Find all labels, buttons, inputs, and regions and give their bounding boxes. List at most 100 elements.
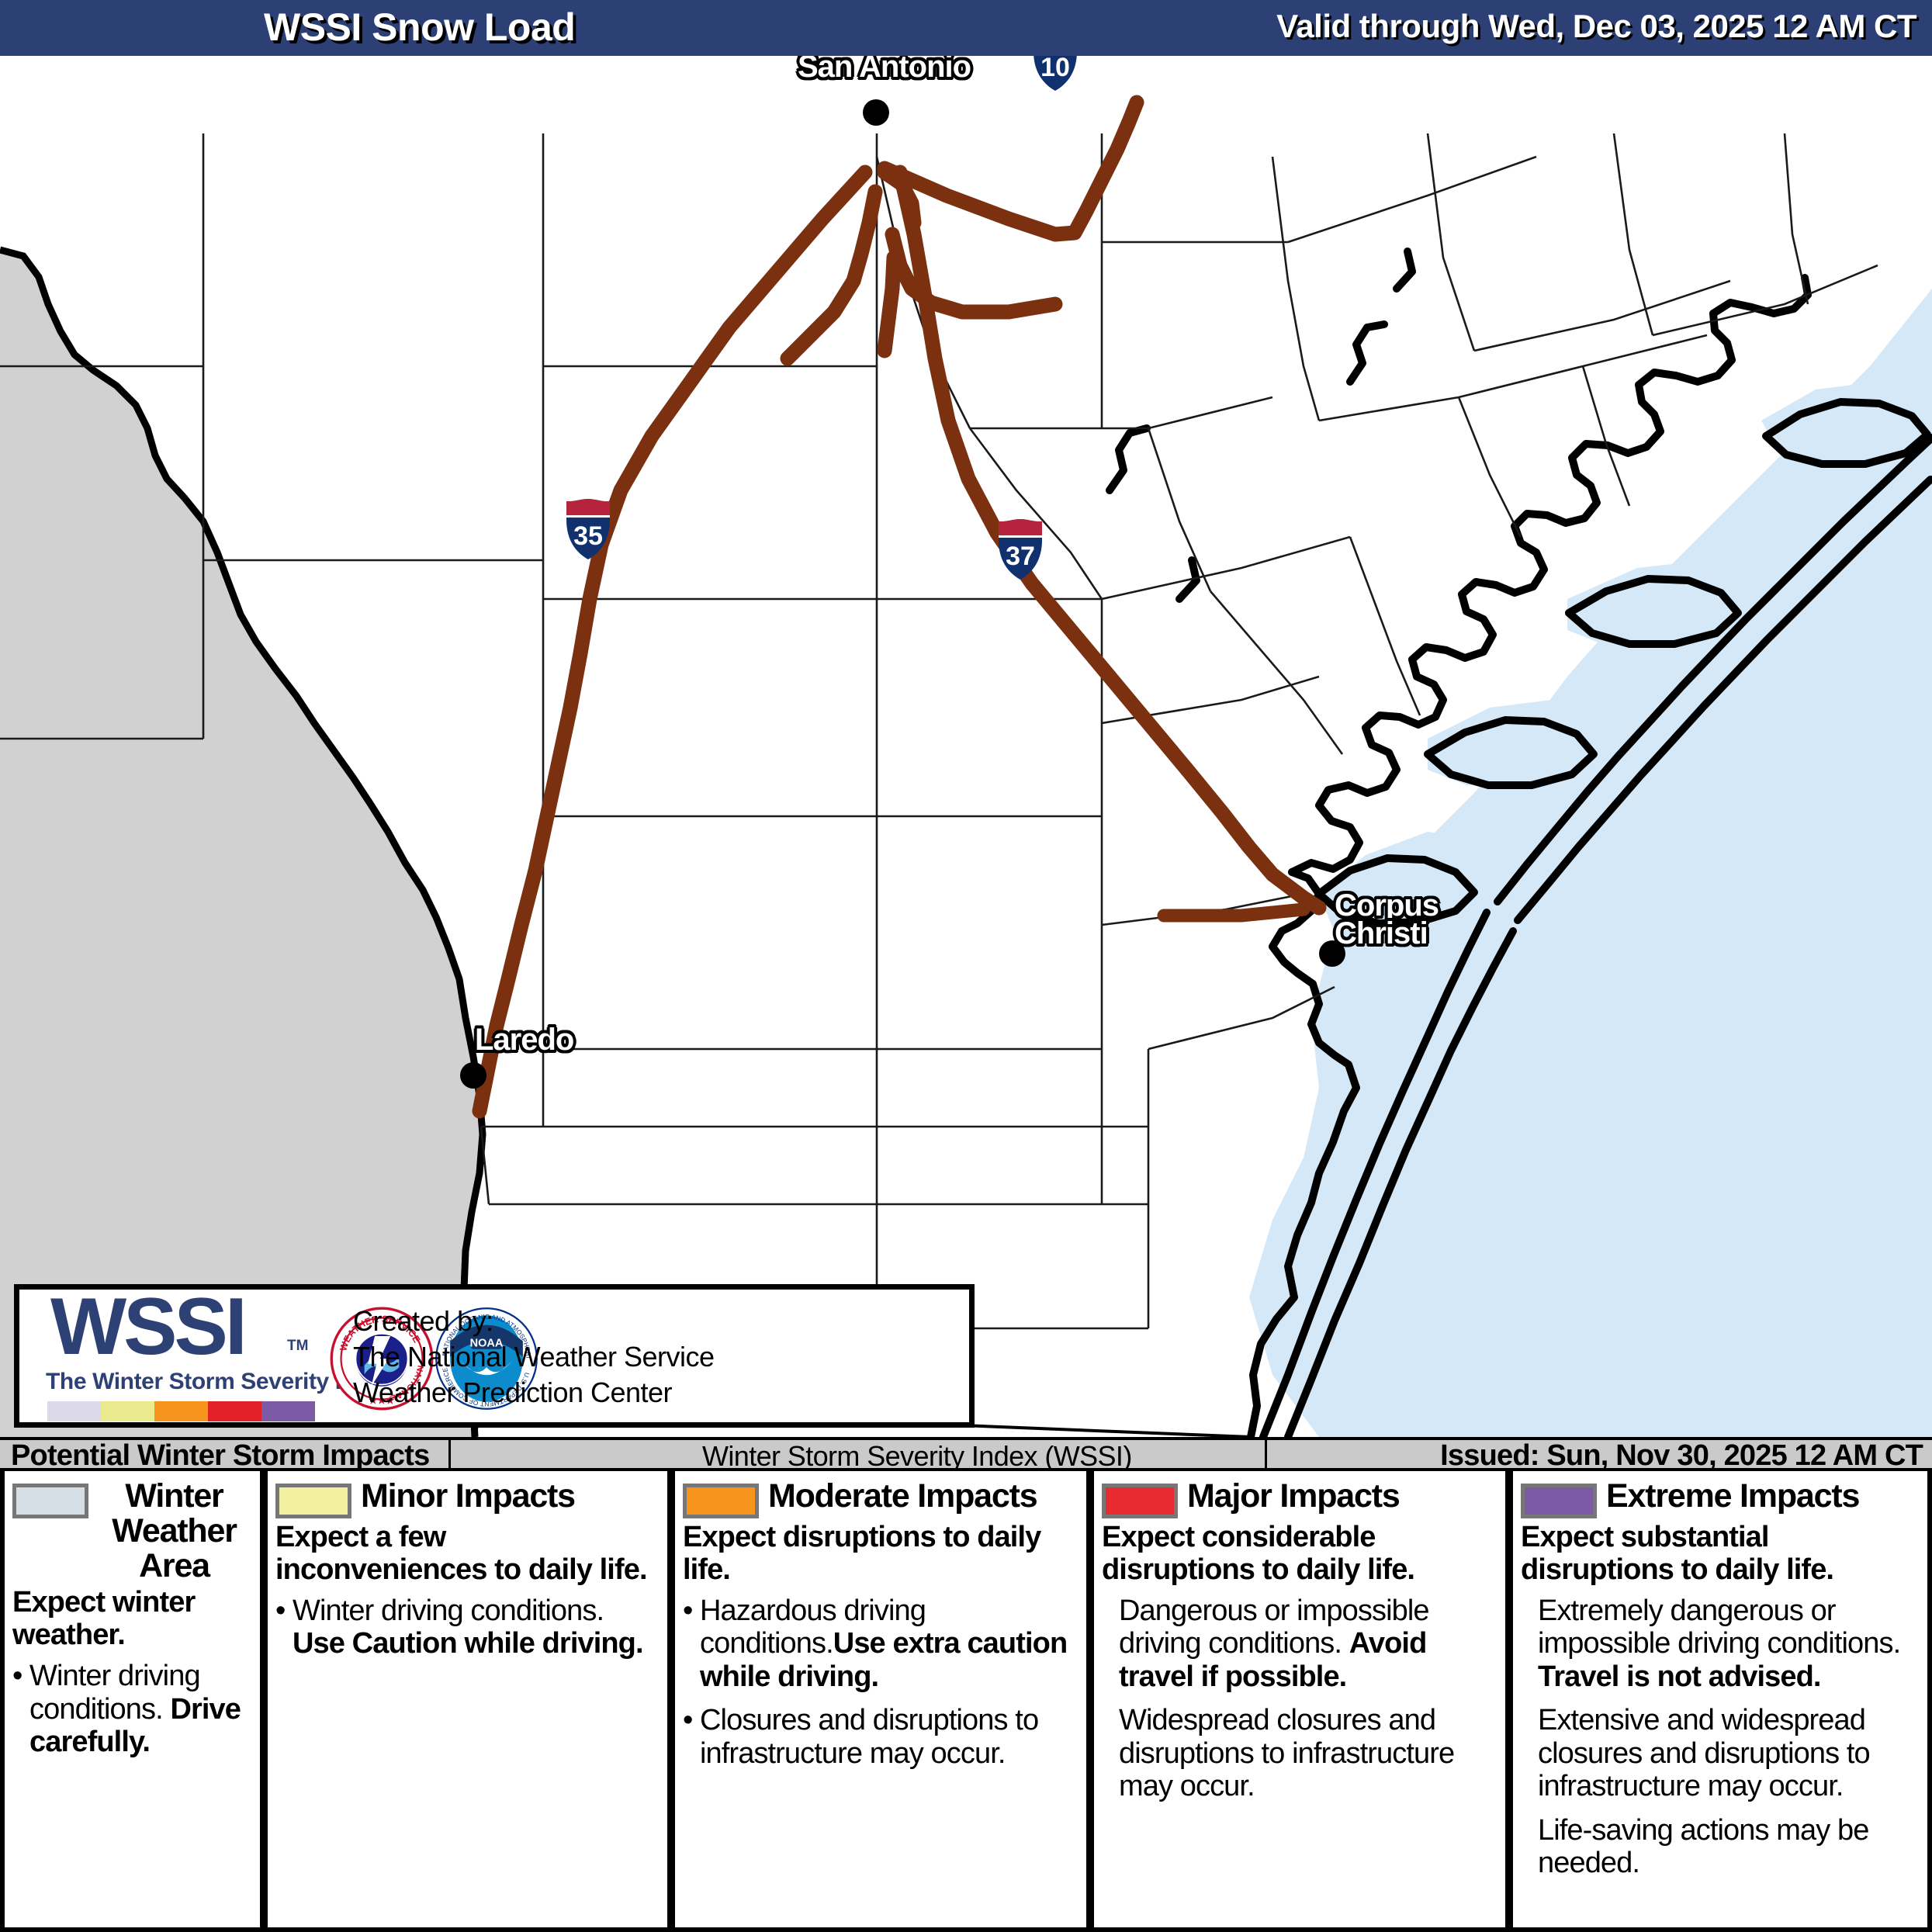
- legend-header: Extreme Impacts: [1521, 1477, 1918, 1518]
- interstate-shield-icon-10: 10: [1024, 56, 1086, 93]
- international-border-rio-grande: [0, 246, 486, 1437]
- interstate-highways: [472, 95, 1327, 1119]
- legend-header: Moderate Impacts: [683, 1477, 1077, 1518]
- legend-bullet-list: • Winter driving conditions. Drive caref…: [12, 1660, 251, 1759]
- created-by-line-2: The National Weather Service: [353, 1341, 715, 1373]
- highway-i37: [892, 164, 1327, 916]
- legend-bullet-text: Winter driving conditions. Use Caution w…: [293, 1594, 644, 1660]
- legend-bullet: • Winter driving conditions. Use Caution…: [275, 1594, 658, 1660]
- svg-text:10: 10: [1040, 56, 1070, 82]
- noaa-seal-text: NOAA: [470, 1337, 504, 1349]
- legend-bullet-list: • Winter driving conditions. Use Caution…: [275, 1594, 658, 1660]
- legend-bullet-text: Extremely dangerous or impossible drivin…: [1538, 1594, 1901, 1693]
- legend-swatch-minor-impacts: [275, 1484, 351, 1518]
- interstate-shield-icon-37: 37: [989, 517, 1051, 582]
- legend-bullet: Life-saving actions may be needed.: [1521, 1814, 1918, 1880]
- legend-lede: Expect substantial disruptions to daily …: [1521, 1521, 1834, 1586]
- legend-header: Winter Weather Area: [12, 1478, 251, 1584]
- national-weather-service-seal: WEATHER SERVICE NATIONAL ★★★: [330, 1307, 434, 1411]
- status-bar: Potential Winter Storm Impacts Winter St…: [0, 1437, 1932, 1472]
- city-dot-san-antonio: [863, 99, 889, 126]
- legend-column-moderate-impacts[interactable]: Moderate Impacts Expect disruptions to d…: [671, 1471, 1090, 1932]
- legend-swatch-major-impacts: [1102, 1484, 1178, 1518]
- bullet-dot-icon: •: [275, 1594, 286, 1627]
- status-bar-title: Potential Winter Storm Impacts: [11, 1439, 430, 1472]
- status-bar-divider-1: [448, 1440, 451, 1468]
- highway-spur-sw: [780, 184, 883, 366]
- legend-column-extreme-impacts[interactable]: Extreme Impacts Expect substantial disru…: [1509, 1471, 1932, 1932]
- wssi-wordmark: WSSI: [50, 1282, 248, 1372]
- highway-corpus-spur: [1157, 902, 1311, 923]
- legend-column-minor-impacts[interactable]: Minor Impacts Expect a few inconvenience…: [264, 1471, 671, 1932]
- county-boundaries: [0, 133, 1878, 1330]
- legend-column-major-impacts[interactable]: Major Impacts Expect considerable disrup…: [1090, 1471, 1509, 1932]
- legend-swatch-moderate-impacts: [683, 1484, 759, 1518]
- bullet-dot-icon: •: [683, 1594, 693, 1627]
- legend-title: Moderate Impacts: [768, 1477, 1038, 1515]
- bullet-dot-icon: [1102, 1704, 1119, 1803]
- legend-bullet-text: Hazardous driving conditions.Use extra c…: [700, 1594, 1068, 1693]
- legend-swatch-extreme-impacts: [1521, 1484, 1597, 1518]
- bay-water-san-antonio-bay: [1428, 700, 1598, 785]
- bay-water-matagorda-bay: [1567, 560, 1754, 646]
- legend-bullet-text: Dangerous or impossible driving conditio…: [1119, 1594, 1430, 1693]
- legend-title: Major Impacts: [1187, 1477, 1401, 1515]
- legend-bullet-text: Closures and disruptions to infrastructu…: [700, 1704, 1039, 1770]
- color-bar-swatch-extreme: [261, 1401, 315, 1421]
- city-label-san-antonio: San Antonio: [798, 56, 971, 84]
- highway-i10-east: [877, 95, 1144, 242]
- legend-bullet: • Hazardous driving conditions.Use extra…: [683, 1594, 1077, 1694]
- wssi-logo-attribution-box: WSSI TM The Winter Storm Severity Index …: [14, 1284, 975, 1428]
- coastline-outline: [1106, 248, 1932, 1437]
- trademark-mark: TM: [287, 1338, 309, 1354]
- legend-lede: Expect considerable disruptions to daily…: [1102, 1521, 1415, 1586]
- legend-swatch-winter-weather-area: [12, 1484, 88, 1518]
- interstate-shield-icon-35: 35: [557, 497, 619, 562]
- city-label-laredo: Laredo: [475, 1023, 574, 1057]
- legend-bullet: Widespread closures and disruptions to i…: [1102, 1704, 1496, 1803]
- legend-lede: Expect disruptions to daily life.: [683, 1521, 1041, 1586]
- page-title: WSSI Snow Load: [264, 5, 576, 49]
- svg-text:37: 37: [1006, 542, 1035, 571]
- legend-lede: Expect a few inconveniences to daily lif…: [275, 1521, 648, 1586]
- status-bar-issued: Issued: Sun, Nov 30, 2025 12 AM CT: [1440, 1439, 1923, 1472]
- map-canvas[interactable]: San Antonio Corpus Christi Laredo 10 35: [0, 56, 1932, 1437]
- city-dot-corpus-christi: [1319, 940, 1345, 967]
- impact-legend: Winter Weather Area Expect winter weathe…: [0, 1471, 1932, 1932]
- gulf-water-body: [1249, 289, 1932, 1437]
- legend-bullet-text: Widespread closures and disruptions to i…: [1119, 1704, 1455, 1803]
- svg-text:★★★: ★★★: [369, 1395, 394, 1406]
- bullet-dot-icon: •: [683, 1704, 693, 1737]
- legend-bullet: Extensive and widespread closures and di…: [1521, 1704, 1918, 1803]
- legend-bottom-rule: [0, 1927, 1932, 1932]
- bullet-dot-icon: [1521, 1704, 1538, 1803]
- bullet-dot-icon: [1521, 1594, 1538, 1694]
- bullet-dot-icon: •: [12, 1660, 23, 1693]
- city-label-corpus-christi: Corpus Christi: [1335, 888, 1439, 950]
- legend-bullet-text: Extensive and widespread closures and di…: [1538, 1704, 1871, 1803]
- mexico-region: [0, 250, 483, 1437]
- legend-bullet: • Winter driving conditions. Drive caref…: [12, 1660, 251, 1759]
- color-bar-swatch-moderate: [154, 1401, 208, 1421]
- legend-bullet: • Closures and disruptions to infrastruc…: [683, 1704, 1077, 1770]
- status-bar-divider-2: [1265, 1440, 1267, 1468]
- legend-bullet-list: Extremely dangerous or impossible drivin…: [1521, 1594, 1918, 1880]
- legend-bullet-list: Dangerous or impossible driving conditio…: [1102, 1594, 1496, 1803]
- legend-column-winter-weather-area[interactable]: Winter Weather Area Expect winter weathe…: [0, 1471, 264, 1932]
- valid-through-text: Valid through Wed, Dec 03, 2025 12 AM CT: [1276, 8, 1916, 44]
- legend-header: Minor Impacts: [275, 1478, 658, 1518]
- map-geometry: [0, 95, 1932, 1437]
- bullet-dot-icon: [1521, 1814, 1538, 1880]
- city-dot-laredo: [460, 1062, 486, 1089]
- created-by-block: Created by: The National Weather Service…: [353, 1304, 715, 1411]
- wssi-severity-color-bar: [47, 1401, 315, 1421]
- highway-loop-sa: [877, 164, 922, 230]
- noaa-seal: NOAA NATIONAL OCEANIC AND ATMOSPHERIC AD…: [432, 1300, 538, 1411]
- created-by-line-3: Weather Prediction Center: [353, 1376, 673, 1409]
- legend-title: Extreme Impacts: [1606, 1477, 1860, 1515]
- created-by-line-1: Created by:: [353, 1305, 493, 1337]
- header-bar: WSSI Snow Load Valid through Wed, Dec 03…: [0, 0, 1932, 56]
- color-bar-swatch-major: [208, 1401, 261, 1421]
- status-bar-subtitle: Winter Storm Severity Index (WSSI): [702, 1440, 1132, 1472]
